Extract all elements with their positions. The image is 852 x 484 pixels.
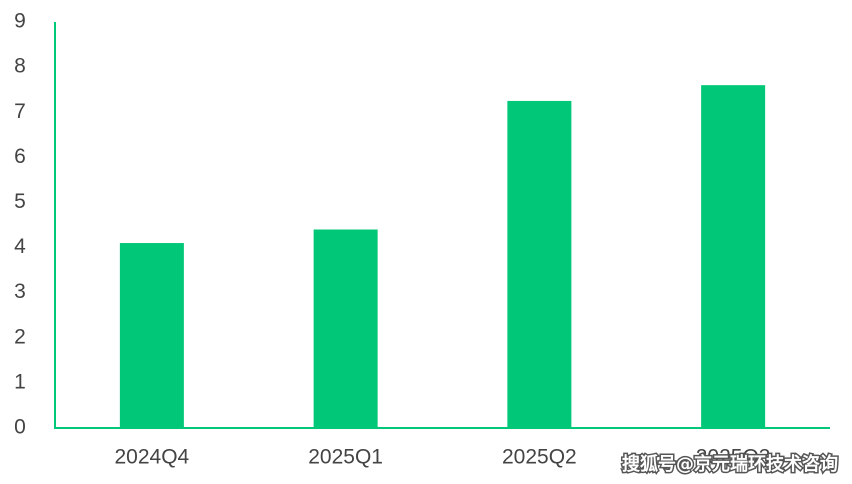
- x-tick-label: 2025Q1: [308, 446, 383, 469]
- y-tick-label: 8: [14, 55, 26, 78]
- y-tick-label: 4: [14, 235, 26, 258]
- bar: [507, 100, 572, 428]
- y-tick-label: 0: [14, 416, 26, 439]
- x-tick-label: 2025Q3: [696, 446, 771, 469]
- y-tick-label: 1: [14, 370, 26, 393]
- y-tick-label: 5: [14, 190, 26, 213]
- bar: [313, 229, 378, 428]
- y-tick-label: 7: [14, 100, 26, 123]
- y-tick-label: 9: [14, 10, 26, 33]
- x-tick-label: 2025Q2: [502, 446, 577, 469]
- x-tick-label: 2024Q4: [115, 446, 190, 469]
- bar: [119, 243, 184, 428]
- bar: [701, 85, 766, 429]
- y-tick-label: 6: [14, 145, 26, 168]
- y-tick-label: 3: [14, 280, 26, 303]
- y-tick-label: 2: [14, 325, 26, 348]
- watermark: 搜狐号@京元瑞环技术咨询: [622, 453, 838, 475]
